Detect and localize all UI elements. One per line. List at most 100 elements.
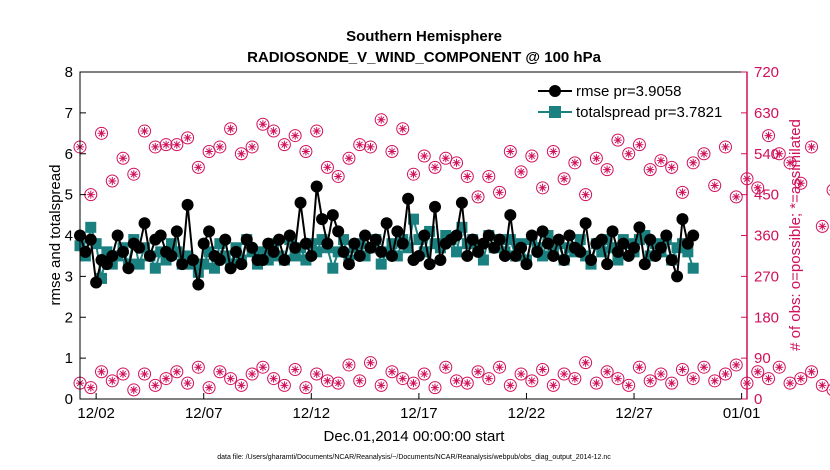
obs-possible-marker bbox=[675, 185, 689, 199]
obs-possible-marker bbox=[428, 381, 442, 395]
obs-possible-marker bbox=[493, 360, 507, 374]
spread-point bbox=[101, 246, 113, 258]
obs-possible-marker bbox=[643, 374, 657, 388]
obs-possible-marker bbox=[374, 113, 388, 127]
obs-possible-marker bbox=[385, 365, 399, 379]
obs-assimilated-marker bbox=[506, 381, 515, 390]
obs-possible-marker bbox=[493, 185, 507, 199]
obs-assimilated-marker bbox=[355, 376, 364, 385]
obs-assimilated-marker bbox=[527, 376, 536, 385]
obs-possible-marker bbox=[632, 138, 646, 152]
obs-possible-marker bbox=[611, 372, 625, 386]
spread-point bbox=[687, 262, 699, 274]
rmse-point bbox=[122, 262, 135, 275]
obs-possible-marker bbox=[417, 367, 431, 381]
rmse-point bbox=[332, 225, 345, 238]
obs-assimilated-marker bbox=[162, 374, 171, 383]
obs-assimilated-marker bbox=[172, 367, 181, 376]
obs-assimilated-marker bbox=[441, 154, 450, 163]
x-axis-label: Dec.01,2014 00:00:00 start bbox=[324, 428, 506, 445]
spread-point bbox=[639, 230, 651, 241]
obs-possible-marker bbox=[170, 365, 184, 379]
obs-assimilated-marker bbox=[269, 374, 278, 383]
rmse-point bbox=[353, 249, 366, 262]
right-tick-label: 360 bbox=[754, 228, 779, 245]
obs-possible-marker bbox=[256, 117, 270, 131]
obs-possible-marker bbox=[213, 140, 227, 154]
x-tick-label: 12/12 bbox=[293, 405, 331, 422]
obs-possible-marker bbox=[224, 372, 238, 386]
obs-assimilated-marker bbox=[603, 165, 612, 174]
rmse-point bbox=[412, 249, 425, 262]
obs-possible-marker bbox=[320, 160, 334, 174]
rmse-point bbox=[359, 229, 372, 242]
obs-possible-marker bbox=[805, 140, 819, 154]
left-axis: 0 1 2 3 4 5 6 7 8 bbox=[65, 64, 86, 408]
obs-assimilated-marker bbox=[441, 363, 450, 372]
obs-assimilated-marker bbox=[366, 142, 375, 151]
obs-assimilated-marker bbox=[753, 183, 762, 192]
rmse-point bbox=[267, 245, 280, 258]
obs-possible-marker bbox=[267, 124, 281, 138]
obs-possible-marker bbox=[127, 383, 141, 397]
footnote: data file: /Users/gharamti/Documents/NCA… bbox=[217, 454, 611, 461]
obs-assimilated-marker bbox=[656, 156, 665, 165]
obs-assimilated-marker bbox=[474, 192, 482, 201]
rmse-point bbox=[434, 254, 447, 267]
left-tick-label: 4 bbox=[65, 228, 73, 245]
rmse-point bbox=[676, 213, 689, 226]
obs-possible-marker bbox=[482, 372, 496, 386]
obs-assimilated-marker bbox=[700, 363, 708, 372]
obs-assimilated-marker bbox=[764, 131, 773, 140]
rmse-point bbox=[326, 209, 339, 222]
obs-possible-marker bbox=[202, 144, 216, 158]
obs-assimilated-marker bbox=[409, 170, 418, 179]
spread-point bbox=[90, 238, 102, 250]
rmse-point bbox=[154, 229, 167, 242]
obs-assimilated-marker bbox=[398, 374, 407, 383]
obs-assimilated-marker bbox=[420, 152, 429, 160]
obs-assimilated-marker bbox=[613, 136, 622, 145]
obs-assimilated-marker bbox=[291, 131, 300, 140]
obs-assimilated-marker bbox=[710, 376, 719, 385]
obs-possible-marker bbox=[138, 124, 152, 138]
rmse-point bbox=[79, 245, 92, 258]
rmse-point bbox=[423, 258, 436, 271]
spread-point bbox=[182, 250, 194, 262]
obs-assimilated-marker bbox=[517, 167, 526, 176]
obs-possible-marker bbox=[600, 365, 614, 379]
spread-point bbox=[149, 262, 161, 274]
obs-assimilated-marker bbox=[721, 370, 730, 378]
obs-possible-marker bbox=[417, 149, 431, 163]
obs-assimilated-marker bbox=[603, 367, 612, 376]
obs-possible-marker bbox=[245, 140, 259, 154]
obs-possible-marker bbox=[794, 176, 808, 190]
obs-possible-marker bbox=[245, 367, 259, 381]
obs-possible-marker bbox=[342, 151, 356, 165]
obs-assimilated-marker bbox=[667, 163, 676, 172]
rmse-point bbox=[203, 225, 216, 238]
spread-point bbox=[165, 238, 177, 250]
rmse-point bbox=[337, 245, 350, 258]
obs-assimilated-marker bbox=[301, 383, 310, 392]
rmse-point bbox=[219, 233, 232, 246]
obs-possible-marker bbox=[579, 188, 593, 202]
rmse-point bbox=[143, 249, 156, 262]
obs-assimilated-marker bbox=[119, 154, 127, 163]
obs-assimilated-marker bbox=[269, 127, 278, 135]
obs-assimilated-marker bbox=[280, 381, 289, 390]
obs-assimilated-marker bbox=[517, 370, 526, 378]
obs-possible-marker bbox=[579, 356, 593, 370]
spread-point bbox=[219, 250, 231, 262]
spread-point bbox=[596, 246, 608, 258]
obs-assimilated-marker bbox=[345, 360, 353, 369]
rmse-point bbox=[170, 225, 183, 238]
obs-possible-marker bbox=[439, 151, 453, 165]
obs-assimilated-marker bbox=[205, 383, 214, 392]
obs-assimilated-marker bbox=[140, 127, 149, 135]
obs-assimilated-marker bbox=[194, 163, 203, 172]
rmse-point bbox=[246, 241, 259, 254]
right-tick-label: 90 bbox=[754, 350, 771, 367]
plot-area bbox=[73, 113, 830, 397]
obs-assimilated-marker bbox=[624, 381, 633, 390]
